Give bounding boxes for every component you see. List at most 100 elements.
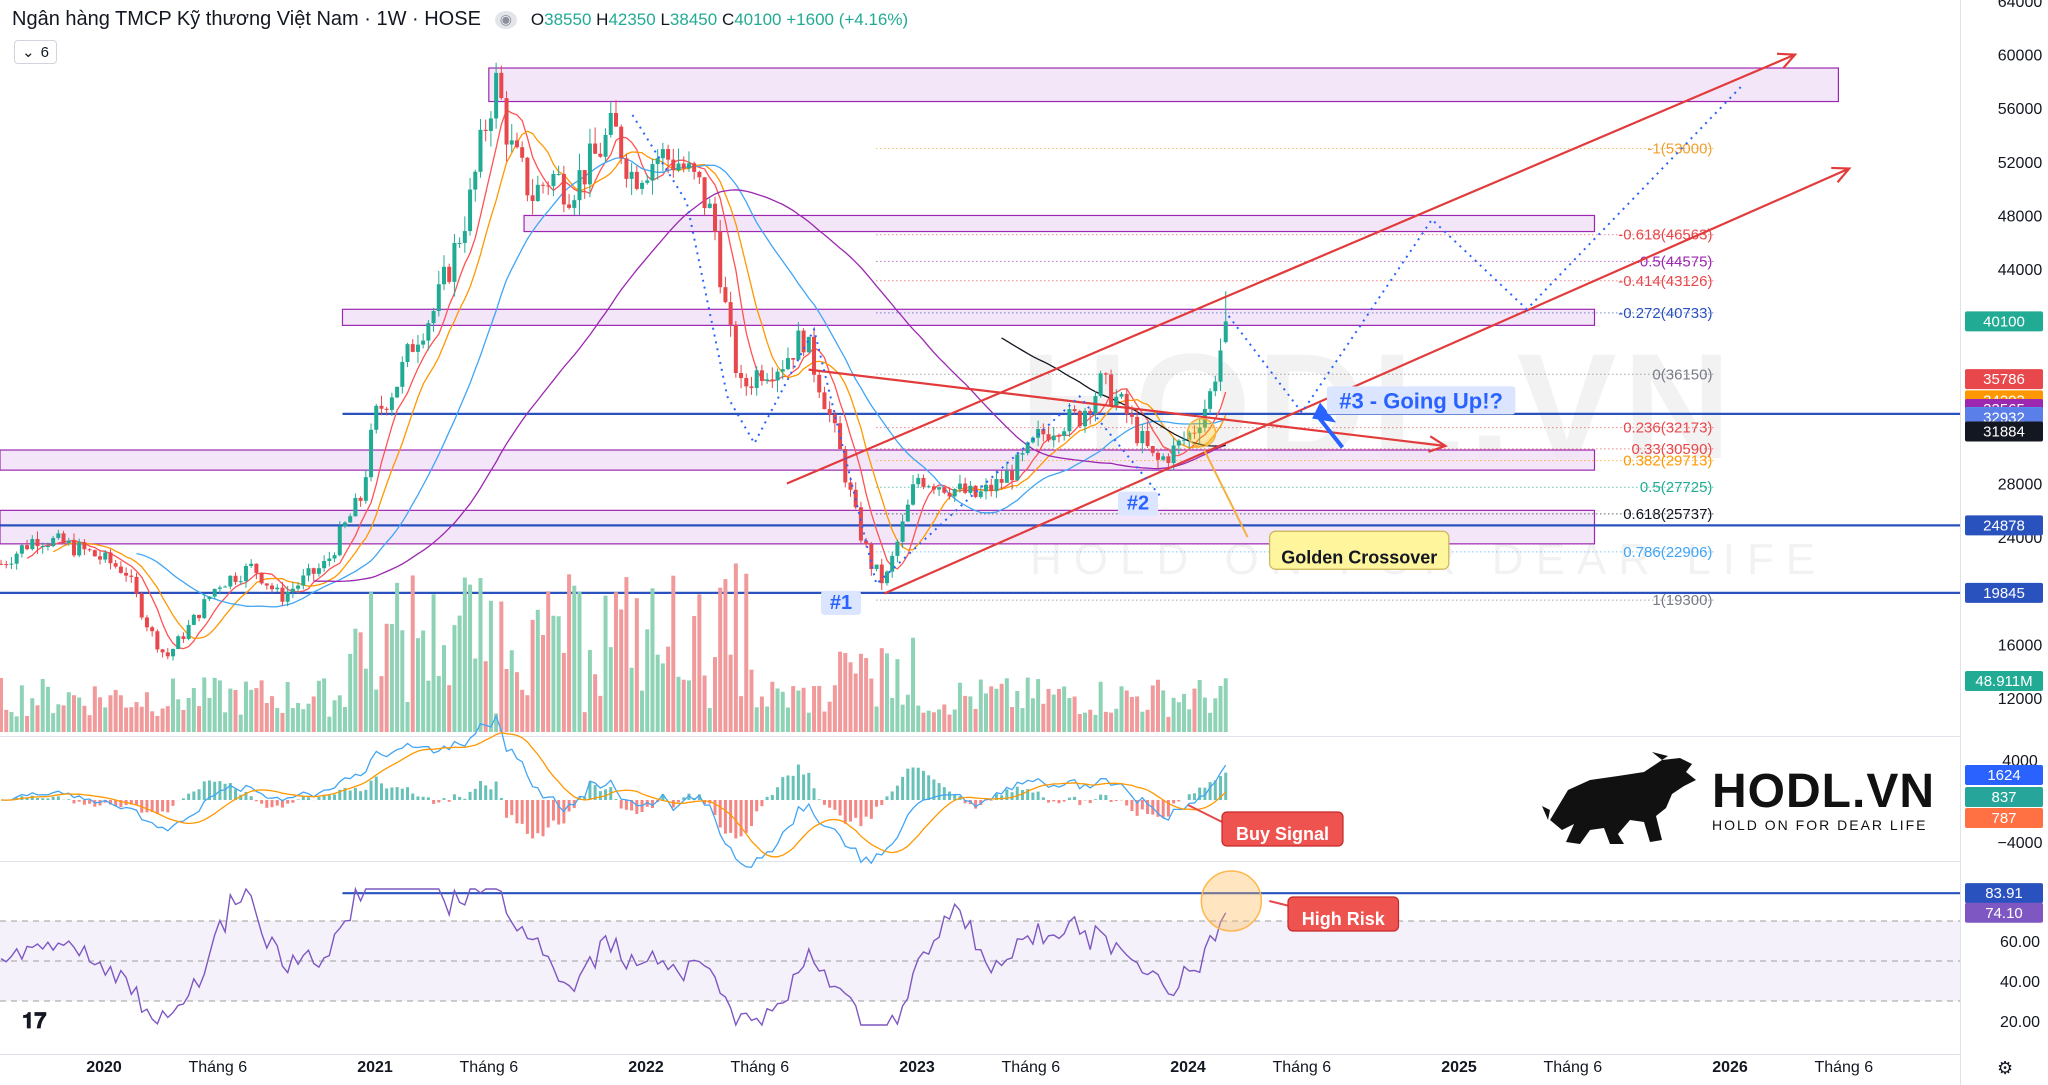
candle-body bbox=[582, 170, 587, 185]
tradingview-logo-icon[interactable]: 𝟏𝟕 bbox=[22, 1008, 47, 1033]
candle-body bbox=[311, 568, 316, 574]
candle-body bbox=[494, 72, 499, 119]
rsi-tick-2: 40.00 bbox=[2000, 974, 2040, 991]
volume-bar bbox=[113, 689, 118, 732]
macd-histogram-bar bbox=[489, 789, 493, 800]
macd-histogram-bar bbox=[1099, 794, 1103, 800]
macd-histogram-bar bbox=[1104, 795, 1108, 800]
volume-bar bbox=[624, 577, 629, 732]
macd-histogram-bar bbox=[1208, 782, 1212, 800]
volume-bar bbox=[733, 563, 738, 732]
volume-bar bbox=[937, 709, 942, 732]
eye-icon[interactable]: ◉ bbox=[494, 10, 517, 29]
candle-body bbox=[504, 98, 509, 145]
macd-histogram-bar bbox=[510, 800, 514, 816]
annotation-1-bg bbox=[821, 590, 861, 615]
macd-histogram-bar bbox=[1036, 791, 1040, 800]
volume-bar bbox=[14, 716, 19, 732]
candle-body bbox=[937, 487, 942, 490]
candle-body bbox=[749, 386, 754, 388]
volume-bar bbox=[1020, 708, 1025, 732]
volume-bar bbox=[181, 709, 186, 732]
fib-label-3: -0.5(44575) bbox=[1635, 253, 1713, 270]
macd-histogram-bar bbox=[192, 791, 196, 800]
volume-bar bbox=[499, 601, 504, 732]
macd-histogram-bar bbox=[541, 800, 545, 837]
candle-body bbox=[275, 587, 280, 590]
volume-bar bbox=[561, 652, 566, 732]
indicator-collapse-button[interactable]: ⌄ 6 bbox=[14, 40, 57, 64]
macd-histogram-bar bbox=[458, 796, 462, 800]
candle-body bbox=[4, 564, 9, 566]
volume-bar bbox=[884, 653, 889, 732]
macd-value-2: 837 bbox=[1991, 789, 2016, 806]
gear-icon[interactable]: ⚙ bbox=[1997, 1058, 2013, 1078]
macd-histogram-bar bbox=[1073, 796, 1077, 800]
volume-bar bbox=[285, 682, 290, 732]
candle-body bbox=[1010, 470, 1015, 481]
macd-histogram-bar bbox=[452, 794, 456, 800]
volume-bar bbox=[45, 686, 50, 732]
volume-bar bbox=[1077, 713, 1082, 732]
macd-histogram-bar bbox=[46, 798, 50, 800]
candle-body bbox=[1119, 393, 1124, 397]
macd-histogram-bar bbox=[921, 770, 925, 800]
rsi-layer bbox=[0, 870, 1960, 1027]
time-tick-7: 2023 bbox=[899, 1059, 935, 1076]
volume-bar bbox=[551, 615, 556, 732]
volume-bar bbox=[264, 703, 269, 732]
macd-histogram-bar bbox=[875, 800, 879, 807]
volume-bar bbox=[838, 651, 843, 732]
volume-bar bbox=[681, 679, 686, 732]
volume-bar bbox=[796, 690, 801, 732]
macd-histogram-bar bbox=[661, 794, 665, 800]
candle-body bbox=[812, 336, 817, 375]
volume-bar bbox=[582, 712, 587, 732]
candle-body bbox=[926, 486, 931, 488]
volume-bar bbox=[254, 688, 259, 732]
macd-histogram-bar bbox=[171, 800, 175, 806]
macd-value-2-bg bbox=[1965, 787, 2043, 807]
candle-body bbox=[1182, 439, 1187, 441]
volume-bar bbox=[890, 697, 895, 732]
candle-body bbox=[1046, 434, 1051, 441]
candle-body bbox=[931, 486, 936, 490]
candle-body bbox=[963, 483, 968, 493]
macd-histogram-bar bbox=[296, 799, 300, 800]
candle-body bbox=[561, 174, 566, 205]
volume-bar bbox=[671, 575, 676, 732]
volume-bar bbox=[311, 696, 316, 732]
macd-histogram-bar bbox=[478, 780, 482, 800]
candle-body bbox=[61, 533, 66, 544]
candle-body bbox=[1140, 431, 1145, 444]
volume-bar bbox=[520, 689, 525, 732]
volume-bar bbox=[514, 672, 519, 732]
annotation-buy-signal: Buy Signal bbox=[1236, 824, 1329, 844]
volume-bar bbox=[619, 609, 624, 732]
channel-lower-arrow bbox=[884, 167, 1850, 595]
volume-bar bbox=[1124, 690, 1129, 732]
volume-bar bbox=[405, 702, 410, 732]
macd-histogram-bar bbox=[1031, 792, 1035, 800]
volume-bar bbox=[1150, 685, 1155, 732]
candle-body bbox=[139, 593, 144, 618]
volume-bar bbox=[587, 649, 592, 732]
projection-path bbox=[1227, 83, 1745, 415]
candle-body bbox=[400, 361, 405, 387]
volume-bar bbox=[0, 678, 4, 732]
candle-body bbox=[395, 386, 400, 398]
volume-bar bbox=[864, 658, 869, 732]
candle-body bbox=[1161, 456, 1166, 460]
candle-body bbox=[191, 614, 196, 625]
volume-bar bbox=[87, 715, 92, 732]
candle-body bbox=[514, 140, 519, 148]
volume-bar bbox=[1161, 690, 1166, 732]
macd-histogram-bar bbox=[275, 800, 279, 806]
candle-body bbox=[181, 636, 186, 639]
volume-bar bbox=[92, 686, 97, 732]
candle-body bbox=[744, 378, 749, 387]
ohlc-high-label: H bbox=[596, 9, 609, 29]
channel-upper-arrow-head bbox=[1777, 52, 1798, 69]
